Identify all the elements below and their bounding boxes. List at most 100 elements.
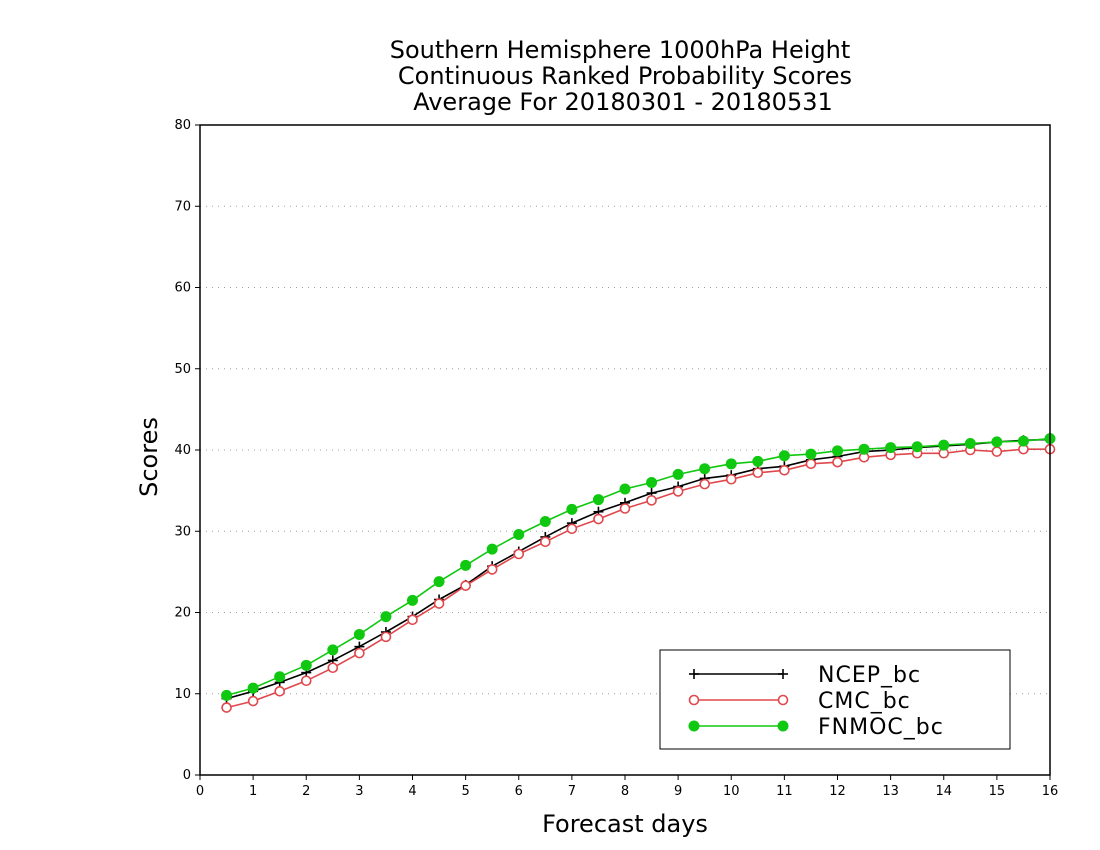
point-fnmoc-bc-25 — [885, 442, 897, 454]
point-fnmoc-bc-30 — [1017, 435, 1029, 447]
y-tick-label-40: 40 — [174, 443, 191, 458]
x-axis-label: Forecast days — [542, 810, 708, 838]
point-cmc-bc-23 — [832, 456, 843, 468]
point-cmc-bc-19 — [725, 473, 737, 485]
y-tick-label-20: 20 — [174, 606, 191, 621]
y-tick-label-60: 60 — [174, 281, 191, 296]
point-fnmoc-bc-20 — [752, 455, 764, 467]
legend-label-ncep-bc: NCEP_bc — [818, 663, 921, 688]
x-tick-label-4: 4 — [408, 784, 416, 799]
point-fnmoc-bc-11 — [513, 529, 525, 540]
x-tick-label-1: 1 — [249, 784, 257, 799]
point-cmc-bc-14 — [593, 513, 604, 525]
legend-marker-end-ncep-bc — [778, 669, 788, 679]
point-fnmoc-bc-27 — [938, 439, 950, 451]
y-tick-label-80: 80 — [174, 118, 191, 133]
point-cmc-bc-1 — [247, 695, 259, 707]
point-cmc-bc-3 — [300, 675, 312, 687]
point-fnmoc-bc-5 — [353, 628, 365, 640]
point-cmc-bc-9 — [460, 580, 471, 591]
point-cmc-bc-29 — [991, 446, 1003, 457]
point-cmc-bc-22 — [805, 458, 817, 470]
point-fnmoc-bc-12 — [539, 516, 551, 527]
point-fnmoc-bc-4 — [327, 644, 339, 656]
x-tick-label-13: 13 — [882, 784, 899, 799]
legend-marker-start-fnmoc-bc — [688, 720, 700, 732]
point-cmc-bc-11 — [513, 548, 525, 560]
chart-title: Southern Hemisphere 1000hPa Height Conti… — [390, 36, 852, 116]
point-fnmoc-bc-0 — [221, 689, 233, 701]
legend-entry-fnmoc-bc: FNMOC_bc — [688, 715, 944, 740]
point-cmc-bc-10 — [486, 564, 498, 575]
legend-marker-start-ncep-bc — [689, 669, 699, 679]
y-tick-label-30: 30 — [174, 524, 191, 539]
point-cmc-bc-18 — [699, 478, 710, 490]
point-cmc-bc-12 — [540, 536, 551, 548]
y-tick-label-50: 50 — [174, 362, 191, 377]
point-cmc-bc-15 — [619, 503, 631, 514]
point-fnmoc-bc-23 — [832, 445, 843, 457]
point-cmc-bc-6 — [380, 631, 392, 643]
legend-marker-start-cmc-bc — [688, 694, 700, 706]
x-tick-label-16: 16 — [1042, 784, 1059, 799]
point-cmc-bc-13 — [566, 523, 578, 535]
x-tick-label-6: 6 — [515, 784, 523, 799]
title-line-3: Average For 20180301 - 20180531 — [413, 88, 833, 116]
point-cmc-bc-21 — [779, 465, 790, 476]
point-fnmoc-bc-15 — [619, 483, 631, 495]
point-fnmoc-bc-22 — [805, 448, 817, 460]
point-fnmoc-bc-26 — [911, 441, 923, 453]
point-fnmoc-bc-24 — [858, 443, 870, 455]
x-tick-label-7: 7 — [568, 784, 576, 799]
point-cmc-bc-2 — [274, 686, 285, 697]
series-points-cmc-bc — [221, 443, 1056, 713]
x-tick-label-15: 15 — [989, 784, 1006, 799]
legend-marker-end-fnmoc-bc — [777, 720, 789, 732]
series-layer — [221, 433, 1056, 713]
grid-lines — [200, 205, 1050, 695]
point-cmc-bc-4 — [327, 662, 339, 674]
point-fnmoc-bc-9 — [460, 559, 472, 571]
point-fnmoc-bc-18 — [699, 463, 711, 475]
point-fnmoc-bc-6 — [380, 611, 392, 623]
point-fnmoc-bc-21 — [778, 450, 790, 462]
point-fnmoc-bc-3 — [300, 659, 312, 671]
legend-entry-ncep-bc: NCEP_bc — [689, 663, 921, 688]
point-fnmoc-bc-1 — [247, 682, 259, 694]
legend-marker-end-cmc-bc — [777, 694, 789, 706]
title-line-1: Southern Hemisphere 1000hPa Height — [390, 36, 850, 64]
x-tick-label-2: 2 — [302, 784, 310, 799]
x-tick-label-9: 9 — [674, 784, 682, 799]
x-tick-label-0: 0 — [196, 784, 204, 799]
x-tick-label-5: 5 — [461, 784, 469, 799]
y-axis-label: Scores — [135, 417, 163, 497]
point-cmc-bc-17 — [672, 486, 684, 497]
point-cmc-bc-20 — [752, 467, 764, 479]
point-fnmoc-bc-13 — [566, 503, 578, 515]
point-cmc-bc-0 — [221, 702, 232, 713]
series-points-fnmoc-bc — [221, 433, 1056, 701]
point-cmc-bc-16 — [646, 495, 657, 506]
point-cmc-bc-7 — [407, 614, 418, 626]
x-tick-label-14: 14 — [935, 784, 952, 799]
point-fnmoc-bc-28 — [964, 438, 976, 449]
y-tick-label-70: 70 — [174, 199, 191, 214]
x-tick-label-3: 3 — [355, 784, 363, 799]
y-tick-label-10: 10 — [174, 687, 191, 702]
point-fnmoc-bc-2 — [274, 671, 286, 683]
point-fnmoc-bc-10 — [486, 543, 498, 555]
point-fnmoc-bc-17 — [672, 468, 684, 480]
point-fnmoc-bc-8 — [433, 576, 445, 588]
legend-label-fnmoc-bc: FNMOC_bc — [818, 715, 944, 740]
legend-entry-cmc-bc: CMC_bc — [688, 689, 910, 714]
point-fnmoc-bc-29 — [991, 436, 1003, 448]
x-tick-label-8: 8 — [621, 784, 629, 799]
point-cmc-bc-8 — [433, 598, 445, 609]
point-fnmoc-bc-19 — [725, 458, 737, 470]
title-line-2: Continuous Ranked Probability Scores — [398, 62, 852, 90]
point-fnmoc-bc-16 — [646, 477, 658, 488]
